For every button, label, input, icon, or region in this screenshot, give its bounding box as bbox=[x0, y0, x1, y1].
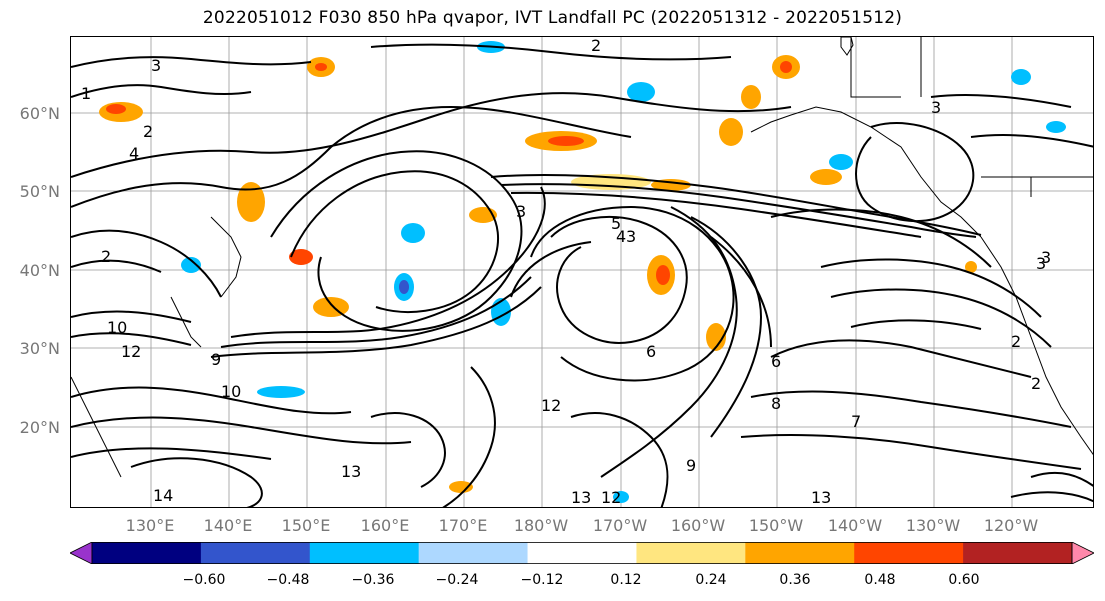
contour-label: 14 bbox=[153, 486, 173, 505]
contour-label: 13 bbox=[811, 488, 831, 507]
lat-label-50n: 50°N bbox=[19, 182, 60, 201]
lon-label-160e: 160°E bbox=[360, 516, 410, 535]
contour-label: 4 bbox=[129, 144, 139, 163]
contour-label: 2 bbox=[1031, 374, 1041, 393]
lat-label-40n: 40°N bbox=[19, 261, 60, 280]
contour-label: 12 bbox=[601, 488, 621, 507]
contour-label: 10 bbox=[107, 318, 127, 337]
contour-label: 2 bbox=[591, 37, 601, 55]
contour-label: 13 bbox=[341, 462, 361, 481]
contour-label: 12 bbox=[121, 342, 141, 361]
colorbar-tick: 0.12 bbox=[610, 572, 642, 588]
ivt-contours bbox=[71, 43, 1093, 507]
lon-label-150e: 150°E bbox=[281, 516, 331, 535]
contour-label: 9 bbox=[211, 350, 221, 369]
colorbar-tick: 0.48 bbox=[864, 572, 896, 588]
colorbar-segment bbox=[200, 542, 311, 564]
contour-label: 9 bbox=[686, 456, 696, 475]
colorbar-tick: −0.60 bbox=[182, 572, 226, 588]
contour-label: 3 bbox=[516, 202, 526, 221]
contour-label: 10 bbox=[221, 382, 241, 401]
colorbar-extend-high bbox=[1071, 542, 1094, 564]
colorbar-segments bbox=[70, 542, 1094, 564]
colorbar-segment bbox=[309, 542, 420, 564]
colorbar-segment bbox=[745, 542, 855, 564]
lon-label-170w: 170°W bbox=[592, 516, 648, 535]
lon-label-160w: 160°W bbox=[670, 516, 726, 535]
contour-label: 6 bbox=[646, 342, 656, 361]
colorbar-segment bbox=[963, 542, 1073, 564]
colorbar-outline bbox=[91, 542, 1073, 564]
contour-label: 12 bbox=[541, 396, 561, 415]
colorbar-segment bbox=[418, 542, 529, 564]
colorbar-tick: −0.12 bbox=[520, 572, 564, 588]
contour-label: 3 bbox=[1041, 248, 1051, 267]
map-panel: 3 2 2 4 2 1 3 5 3 4 3 2 3 10 12 9 10 12 … bbox=[70, 36, 1094, 508]
map-svg: 3 2 2 4 2 1 3 5 3 4 3 2 3 10 12 9 10 12 … bbox=[71, 37, 1093, 507]
colorbar-tick: 0.60 bbox=[948, 572, 980, 588]
contour-label: 3 bbox=[1036, 254, 1046, 273]
lon-label-180w: 180°W bbox=[513, 516, 569, 535]
contour-label: 6 bbox=[771, 352, 781, 371]
lat-label-60n: 60°N bbox=[19, 104, 60, 123]
contour-label: 2 bbox=[143, 122, 153, 141]
lon-label-140e: 140°E bbox=[203, 516, 253, 535]
colorbar-segment bbox=[92, 542, 202, 564]
contour-label: 13 bbox=[571, 488, 591, 507]
colorbar-extend-low bbox=[70, 542, 93, 564]
colorbar-segment bbox=[636, 542, 746, 564]
contour-label: 4 bbox=[616, 227, 626, 246]
lon-label-130e: 130°E bbox=[125, 516, 175, 535]
colorbar-segment bbox=[854, 542, 964, 564]
colorbar-tick: −0.48 bbox=[266, 572, 310, 588]
lat-label-20n: 20°N bbox=[19, 418, 60, 437]
lon-label-140w: 140°W bbox=[827, 516, 883, 535]
contour-label: 8 bbox=[771, 394, 781, 413]
contour-labels: 3 2 2 4 2 1 3 5 3 4 3 2 3 10 12 9 10 12 … bbox=[81, 37, 1051, 507]
colorbar-tick: −0.24 bbox=[435, 572, 479, 588]
contour-label: 2 bbox=[101, 247, 111, 266]
contour-label: 1 bbox=[81, 84, 91, 103]
qvapor-shading bbox=[99, 41, 1066, 503]
contour-label: 3 bbox=[931, 98, 941, 117]
colorbar-segment bbox=[527, 542, 637, 564]
lon-label-170e: 170°E bbox=[438, 516, 488, 535]
colorbar bbox=[70, 542, 1094, 564]
contour-label: 2 bbox=[1011, 332, 1021, 351]
contour-label: 3 bbox=[626, 227, 636, 246]
lon-label-120w: 120°W bbox=[983, 516, 1039, 535]
colorbar-tick: 0.24 bbox=[695, 572, 727, 588]
lat-label-30n: 30°N bbox=[19, 339, 60, 358]
contour-label: 3 bbox=[151, 56, 161, 75]
contour-label: 7 bbox=[851, 412, 861, 431]
map-title: 2022051012 F030 850 hPa qvapor, IVT Land… bbox=[202, 8, 903, 28]
graticule bbox=[71, 37, 1093, 507]
lon-label-150w: 150°W bbox=[748, 516, 804, 535]
lon-label-130w: 130°W bbox=[905, 516, 961, 535]
colorbar-tick: −0.36 bbox=[351, 572, 395, 588]
contour-label: 5 bbox=[611, 214, 621, 233]
colorbar-tick: 0.36 bbox=[779, 572, 811, 588]
